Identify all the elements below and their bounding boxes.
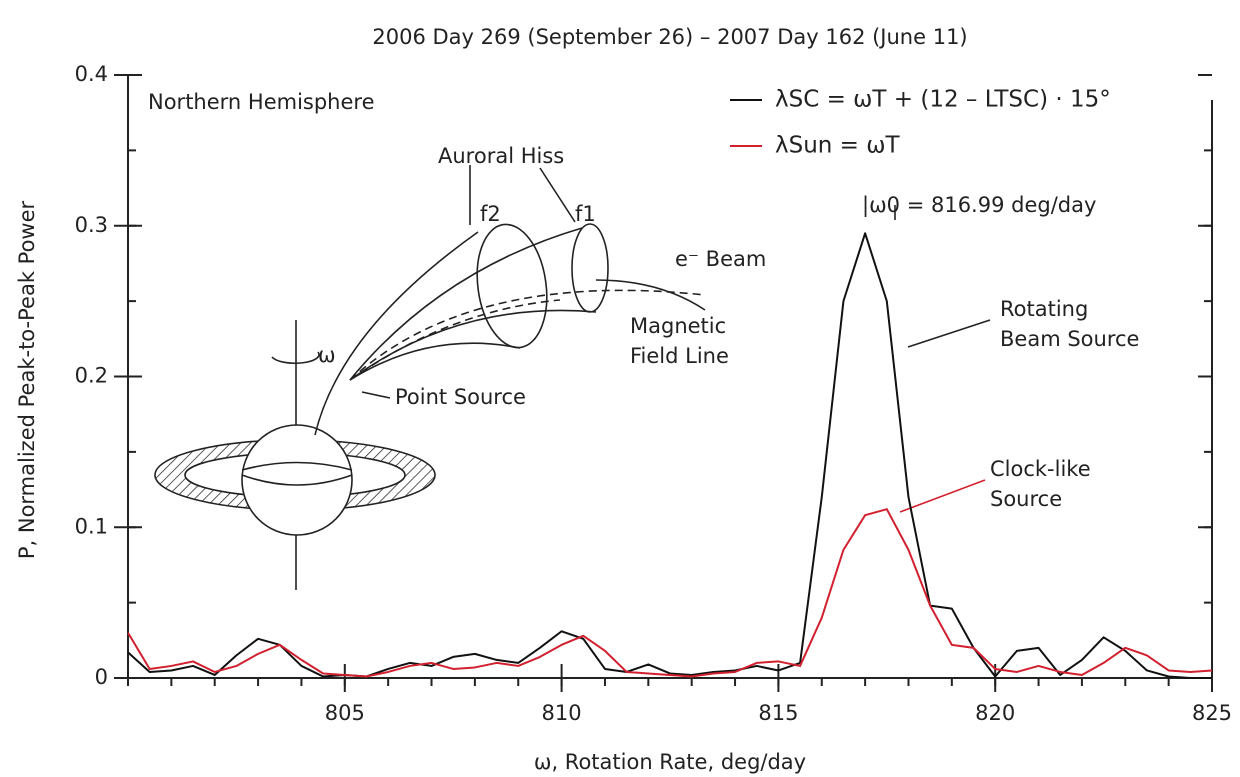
x-axis-label: ω, Rotation Rate, deg/day xyxy=(534,750,806,774)
annotation: |ω0 = 816.99 deg/day xyxy=(862,193,1096,218)
annotation: Magnetic xyxy=(630,314,726,338)
annotation: f1 xyxy=(575,202,596,226)
legend-label: λSC = ωT + (12 – LTSC) · 15° xyxy=(775,87,1111,113)
legend-label: λSun = ωT xyxy=(775,133,901,159)
annotation: f2 xyxy=(480,202,501,226)
annotation: Auroral Hiss xyxy=(438,144,564,168)
annotation: Source xyxy=(990,487,1062,511)
inset-diagram xyxy=(154,165,991,590)
annotation: Point Source xyxy=(395,385,526,409)
annotation: Beam Source xyxy=(1000,327,1139,351)
y-axis-label: P, Normalized Peak-to-Peak Power xyxy=(15,200,39,559)
y-tick-label: 0 xyxy=(95,665,108,689)
x-tick-label: 805 xyxy=(325,701,365,725)
annotation: Clock-like xyxy=(990,457,1091,481)
annotation: e⁻ Beam xyxy=(675,247,766,271)
x-tick-label: 820 xyxy=(975,701,1015,725)
annotation: Field Line xyxy=(630,344,729,368)
x-tick-label: 815 xyxy=(758,701,798,725)
y-tick-label: 0.3 xyxy=(75,213,108,237)
y-tick-label: 0.1 xyxy=(75,514,108,538)
x-tick-label: 825 xyxy=(1192,701,1232,725)
axis-frame xyxy=(127,75,1213,679)
annotation: Rotating xyxy=(1000,297,1088,321)
y-tick-label: 0.2 xyxy=(75,364,108,388)
chart-title: 2006 Day 269 (September 26) – 2007 Day 1… xyxy=(372,25,967,49)
y-tick-label: 0.4 xyxy=(75,62,108,86)
annotation: Northern Hemisphere xyxy=(148,90,375,114)
series-line xyxy=(127,232,1212,679)
x-tick-label: 810 xyxy=(542,701,582,725)
annotation: ω xyxy=(318,343,336,367)
series-line xyxy=(127,508,1213,678)
